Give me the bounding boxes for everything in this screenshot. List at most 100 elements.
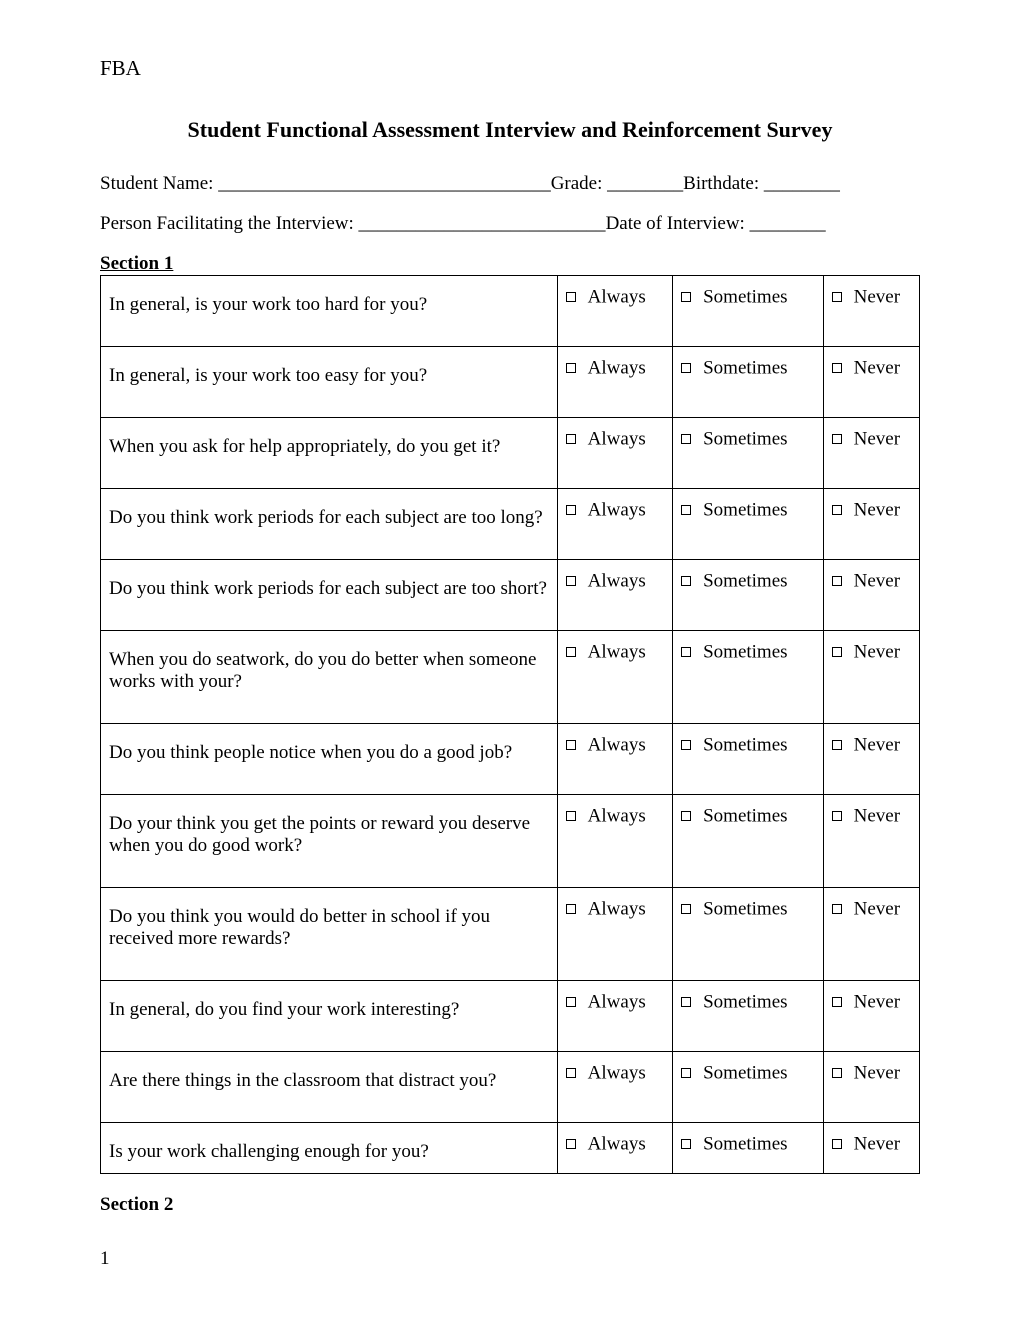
- checkbox-icon[interactable]: [681, 740, 691, 750]
- checkbox-icon[interactable]: [681, 647, 691, 657]
- option-sometimes[interactable]: Sometimes: [673, 795, 824, 888]
- checkbox-icon[interactable]: [566, 740, 576, 750]
- checkbox-icon[interactable]: [832, 292, 842, 302]
- option-never[interactable]: Never: [823, 276, 919, 347]
- table-row: In general, do you find your work intere…: [101, 981, 920, 1052]
- checkbox-icon[interactable]: [566, 434, 576, 444]
- option-sometimes[interactable]: Sometimes: [673, 724, 824, 795]
- checkbox-icon[interactable]: [832, 811, 842, 821]
- option-label: Always: [588, 571, 646, 592]
- checkbox-icon[interactable]: [832, 997, 842, 1007]
- option-label: Sometimes: [703, 429, 787, 450]
- option-label: Always: [588, 806, 646, 827]
- option-label: Always: [588, 500, 646, 521]
- checkbox-icon[interactable]: [832, 434, 842, 444]
- option-never[interactable]: Never: [823, 347, 919, 418]
- facilitator-field[interactable]: Person Facilitating the Interview: _____…: [100, 213, 606, 235]
- option-label: Sometimes: [703, 735, 787, 756]
- checkbox-icon[interactable]: [832, 647, 842, 657]
- table-row: In general, is your work too hard for yo…: [101, 276, 920, 347]
- option-sometimes[interactable]: Sometimes: [673, 1123, 824, 1174]
- option-always[interactable]: Always: [557, 981, 672, 1052]
- option-always[interactable]: Always: [557, 418, 672, 489]
- table-row: In general, is your work too easy for yo…: [101, 347, 920, 418]
- option-never[interactable]: Never: [823, 1123, 919, 1174]
- option-never[interactable]: Never: [823, 795, 919, 888]
- question-text: Do you think work periods for each subje…: [101, 560, 558, 631]
- option-never[interactable]: Never: [823, 1052, 919, 1123]
- option-always[interactable]: Always: [557, 1052, 672, 1123]
- question-text: Is your work challenging enough for you?: [101, 1123, 558, 1174]
- checkbox-icon[interactable]: [832, 576, 842, 586]
- checkbox-icon[interactable]: [566, 576, 576, 586]
- option-always[interactable]: Always: [557, 795, 672, 888]
- checkbox-icon[interactable]: [832, 740, 842, 750]
- checkbox-icon[interactable]: [681, 904, 691, 914]
- checkbox-icon[interactable]: [832, 904, 842, 914]
- option-label: Sometimes: [703, 992, 787, 1013]
- grade-field[interactable]: Grade: ________: [551, 173, 683, 195]
- checkbox-icon[interactable]: [681, 363, 691, 373]
- checkbox-icon[interactable]: [566, 292, 576, 302]
- option-sometimes[interactable]: Sometimes: [673, 347, 824, 418]
- option-label: Sometimes: [703, 1063, 787, 1084]
- option-always[interactable]: Always: [557, 888, 672, 981]
- checkbox-icon[interactable]: [566, 811, 576, 821]
- checkbox-icon[interactable]: [832, 1139, 842, 1149]
- option-never[interactable]: Never: [823, 560, 919, 631]
- option-label: Always: [588, 992, 646, 1013]
- checkbox-icon[interactable]: [681, 1068, 691, 1078]
- option-always[interactable]: Always: [557, 1123, 672, 1174]
- checkbox-icon[interactable]: [566, 904, 576, 914]
- checkbox-icon[interactable]: [681, 997, 691, 1007]
- option-sometimes[interactable]: Sometimes: [673, 888, 824, 981]
- option-always[interactable]: Always: [557, 631, 672, 724]
- option-always[interactable]: Always: [557, 724, 672, 795]
- option-never[interactable]: Never: [823, 981, 919, 1052]
- option-always[interactable]: Always: [557, 347, 672, 418]
- option-never[interactable]: Never: [823, 631, 919, 724]
- option-never[interactable]: Never: [823, 489, 919, 560]
- checkbox-icon[interactable]: [832, 1068, 842, 1078]
- checkbox-icon[interactable]: [566, 1139, 576, 1149]
- section-2-label: Section 2: [100, 1194, 920, 1216]
- birthdate-field[interactable]: Birthdate: ________: [683, 173, 840, 195]
- option-sometimes[interactable]: Sometimes: [673, 489, 824, 560]
- option-sometimes[interactable]: Sometimes: [673, 560, 824, 631]
- option-sometimes[interactable]: Sometimes: [673, 276, 824, 347]
- option-label: Never: [854, 1134, 900, 1155]
- option-never[interactable]: Never: [823, 418, 919, 489]
- option-never[interactable]: Never: [823, 888, 919, 981]
- checkbox-icon[interactable]: [681, 434, 691, 444]
- table-row: Do you think you would do better in scho…: [101, 888, 920, 981]
- checkbox-icon[interactable]: [566, 997, 576, 1007]
- option-always[interactable]: Always: [557, 276, 672, 347]
- option-label: Always: [588, 287, 646, 308]
- checkbox-icon[interactable]: [566, 363, 576, 373]
- option-always[interactable]: Always: [557, 489, 672, 560]
- option-label: Always: [588, 899, 646, 920]
- option-sometimes[interactable]: Sometimes: [673, 1052, 824, 1123]
- checkbox-icon[interactable]: [832, 505, 842, 515]
- form-line-1: Student Name: __________________________…: [100, 173, 920, 195]
- checkbox-icon[interactable]: [566, 647, 576, 657]
- option-sometimes[interactable]: Sometimes: [673, 981, 824, 1052]
- checkbox-icon[interactable]: [832, 363, 842, 373]
- student-name-field[interactable]: Student Name: __________________________…: [100, 173, 551, 195]
- checkbox-icon[interactable]: [681, 811, 691, 821]
- date-field[interactable]: Date of Interview: ________: [606, 213, 826, 235]
- checkbox-icon[interactable]: [681, 1139, 691, 1149]
- checkbox-icon[interactable]: [681, 292, 691, 302]
- option-sometimes[interactable]: Sometimes: [673, 418, 824, 489]
- option-label: Always: [588, 429, 646, 450]
- question-text: In general, is your work too hard for yo…: [101, 276, 558, 347]
- option-always[interactable]: Always: [557, 560, 672, 631]
- option-never[interactable]: Never: [823, 724, 919, 795]
- checkbox-icon[interactable]: [681, 505, 691, 515]
- question-text: In general, is your work too easy for yo…: [101, 347, 558, 418]
- checkbox-icon[interactable]: [566, 1068, 576, 1078]
- option-sometimes[interactable]: Sometimes: [673, 631, 824, 724]
- checkbox-icon[interactable]: [681, 576, 691, 586]
- page-number: 1: [100, 1248, 110, 1270]
- checkbox-icon[interactable]: [566, 505, 576, 515]
